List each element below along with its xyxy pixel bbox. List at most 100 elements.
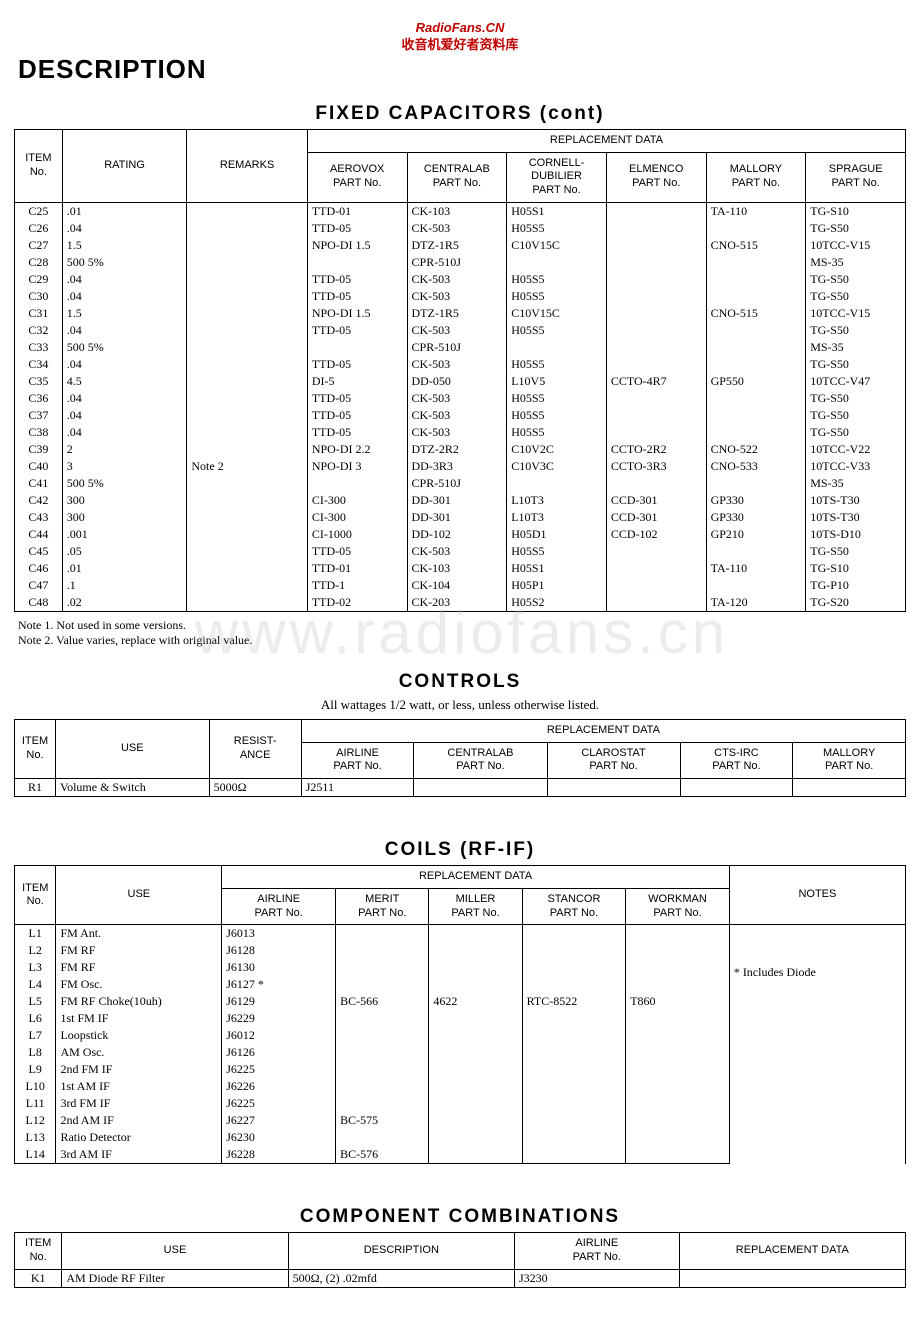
combos-body: K1AM Diode RF Filter500Ω, (2) .02mfdJ323… <box>15 1269 906 1287</box>
combo-col-item: ITEM No. <box>15 1233 62 1270</box>
cell: 300 <box>62 492 187 509</box>
cell <box>187 543 307 560</box>
cell: .04 <box>62 288 187 305</box>
cell: TA-110 <box>706 560 806 577</box>
cell <box>187 390 307 407</box>
cell: 5000Ω <box>209 779 301 797</box>
cell <box>706 254 806 271</box>
cell <box>307 475 407 492</box>
cell <box>706 322 806 339</box>
cell: H05D1 <box>507 526 607 543</box>
cell: CK-103 <box>407 202 507 220</box>
cell: TTD-05 <box>307 288 407 305</box>
cell: CK-503 <box>407 543 507 560</box>
cell: BC-576 <box>336 1146 429 1164</box>
cell <box>429 1061 522 1078</box>
table-row: C43300CI-300DD-301L10T3CCD-301GP33010TS-… <box>15 509 906 526</box>
cell <box>626 1044 730 1061</box>
cell: BC-566 <box>336 993 429 1010</box>
cell <box>429 1129 522 1146</box>
cell <box>187 356 307 373</box>
cell <box>187 373 307 390</box>
cell <box>522 925 626 943</box>
item-no: C27 <box>15 237 63 254</box>
cell: 500 5% <box>62 254 187 271</box>
cell: 2nd AM IF <box>56 1112 222 1129</box>
cell: NPO-DI 1.5 <box>307 237 407 254</box>
cell <box>606 577 706 594</box>
col-centralab: CENTRALAB PART No. <box>407 152 507 202</box>
cell: 300 <box>62 509 187 526</box>
item-no: C35 <box>15 373 63 390</box>
controls-table: ITEM No. USE RESIST- ANCE REPLACEMENT DA… <box>14 719 906 797</box>
cell <box>706 543 806 560</box>
table-row: C48.02TTD-02CK-203H05S2TA-120TG-S20 <box>15 594 906 612</box>
cell: 4622 <box>429 993 522 1010</box>
cell <box>626 1095 730 1112</box>
cell <box>187 220 307 237</box>
cell: H05S5 <box>507 356 607 373</box>
table-row: C46.01TTD-01CK-103H05S1TA-110TG-S10 <box>15 560 906 577</box>
cell <box>626 925 730 943</box>
table-row: C42300CI-300DD-301L10T3CCD-301GP33010TS-… <box>15 492 906 509</box>
table-row: C392NPO-DI 2.2DTZ-2R2C10V2CCCTO-2R2CNO-5… <box>15 441 906 458</box>
cell <box>606 339 706 356</box>
col-elmenco: ELMENCO PART No. <box>606 152 706 202</box>
item-no: C31 <box>15 305 63 322</box>
item-no: R1 <box>15 779 56 797</box>
cell <box>336 1027 429 1044</box>
cell <box>706 577 806 594</box>
cell: CCTO-2R2 <box>606 441 706 458</box>
cell: 10TCC-V47 <box>806 373 906 390</box>
cell <box>522 976 626 993</box>
cell: J6126 <box>222 1044 336 1061</box>
coil-col-replacement: REPLACEMENT DATA <box>222 866 730 889</box>
col-cornell: CORNELL- DUBILIER PART No. <box>507 152 607 202</box>
cell: TG-S50 <box>806 390 906 407</box>
table-row: C38.04TTD-05CK-503H05S5TG-S50 <box>15 424 906 441</box>
table-row: L1FM Ant.J6013* Includes Diode <box>15 925 906 943</box>
capacitors-title: FIXED CAPACITORS (cont) <box>14 103 906 125</box>
cell: Note 2 <box>187 458 307 475</box>
cell: J6128 <box>222 942 336 959</box>
cell <box>626 959 730 976</box>
note-1: Note 1. Not used in some versions. <box>18 618 906 634</box>
cell: CK-503 <box>407 220 507 237</box>
combo-col-repl: REPLACEMENT DATA <box>679 1233 905 1270</box>
cell <box>626 1010 730 1027</box>
cell <box>336 976 429 993</box>
col-aerovox: AEROVOX PART No. <box>307 152 407 202</box>
cell: TG-S50 <box>806 407 906 424</box>
cell: J6127 * <box>222 976 336 993</box>
cell: CK-104 <box>407 577 507 594</box>
cell: J6225 <box>222 1095 336 1112</box>
cell: CNO-533 <box>706 458 806 475</box>
cell <box>793 779 906 797</box>
cell: CI-300 <box>307 509 407 526</box>
cell: T860 <box>626 993 730 1010</box>
cell: 1.5 <box>62 305 187 322</box>
cell: J6013 <box>222 925 336 943</box>
cell: 3rd FM IF <box>56 1095 222 1112</box>
combo-col-use: USE <box>62 1233 288 1270</box>
cell: H05P1 <box>507 577 607 594</box>
ctrl-col-cts: CTS-IRC PART No. <box>680 742 793 779</box>
cell <box>187 594 307 612</box>
cell: DD-050 <box>407 373 507 390</box>
cell: J6229 <box>222 1010 336 1027</box>
cell: 500 5% <box>62 475 187 492</box>
cell: 500Ω, (2) .02mfd <box>288 1269 514 1287</box>
cell: TG-S50 <box>806 220 906 237</box>
cell: L10V5 <box>507 373 607 390</box>
combos-title: COMPONENT COMBINATIONS <box>14 1206 906 1228</box>
cell: CK-503 <box>407 356 507 373</box>
cell <box>187 492 307 509</box>
cell <box>606 271 706 288</box>
table-row: C30.04TTD-05CK-503H05S5TG-S50 <box>15 288 906 305</box>
cell: L10T3 <box>507 492 607 509</box>
cell <box>522 942 626 959</box>
item-no: K1 <box>15 1269 62 1287</box>
cell: CCD-102 <box>606 526 706 543</box>
cell: TG-S50 <box>806 288 906 305</box>
cell: H05S5 <box>507 390 607 407</box>
